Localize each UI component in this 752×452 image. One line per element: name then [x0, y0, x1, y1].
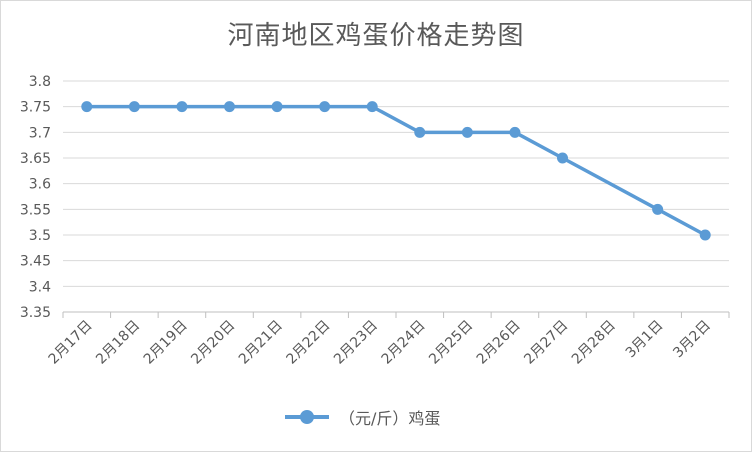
data-point [652, 203, 664, 215]
x-tick-label: 2月21日 [236, 318, 286, 368]
data-point [557, 152, 568, 164]
x-tick-label: 2月27日 [521, 318, 571, 368]
y-tick-label: 3.4 [29, 279, 51, 295]
chart-title: 河南地区鸡蛋价格走势图 [227, 21, 525, 51]
x-tick-label: 2月19日 [141, 318, 191, 368]
x-tick-label: 3月2日 [670, 318, 714, 362]
y-tick-label: 3.75 [20, 100, 51, 116]
x-tick-label: 2月17日 [46, 318, 96, 368]
data-point [509, 126, 521, 138]
x-axis-ticks: 2月17日2月18日2月19日2月20日2月21日2月22日2月23日2月24日… [46, 318, 714, 368]
y-tick-label: 3.35 [20, 305, 51, 321]
data-point [699, 229, 711, 241]
data-point [271, 101, 283, 113]
x-tick-label: 2月26日 [474, 318, 524, 368]
legend-marker-icon [300, 410, 314, 424]
y-tick-label: 3.8 [29, 74, 51, 90]
x-tick-label: 3月1日 [623, 318, 667, 362]
data-point [414, 126, 426, 138]
x-tick-label: 2月28日 [569, 318, 619, 368]
series-layer [81, 101, 711, 241]
data-point [176, 101, 188, 113]
y-tick-label: 3.6 [29, 177, 51, 193]
y-tick-label: 3.45 [20, 254, 51, 270]
y-tick-label: 3.55 [20, 202, 51, 218]
x-tick-label: 2月20日 [188, 318, 238, 368]
legend: （元/斤）鸡蛋 [285, 405, 440, 429]
series-line [85, 104, 707, 237]
x-tick-label: 2月24日 [379, 318, 429, 368]
x-tick-label: 2月23日 [331, 318, 381, 368]
legend-line-icon [285, 410, 329, 424]
x-axis [62, 311, 730, 318]
data-point [461, 126, 473, 138]
data-point [128, 101, 140, 113]
data-point [366, 101, 378, 113]
x-tick-label: 2月18日 [93, 318, 143, 368]
y-tick-label: 3.65 [20, 151, 51, 167]
x-tick-label: 2月25日 [426, 318, 476, 368]
y-axis-ticks: 3.35 3.4 3.45 3.5 3.55 3.6 3.65 3.7 3.75 3.8 [20, 74, 51, 321]
y-tick-label: 3.7 [29, 125, 51, 141]
data-point [224, 101, 235, 113]
legend-label: （元/斤）鸡蛋 [339, 409, 441, 428]
x-tick-label: 2月22日 [283, 318, 333, 368]
y-tick-label: 3.5 [29, 228, 51, 244]
data-point [81, 101, 93, 113]
data-point [319, 101, 331, 113]
gridlines [63, 80, 729, 287]
